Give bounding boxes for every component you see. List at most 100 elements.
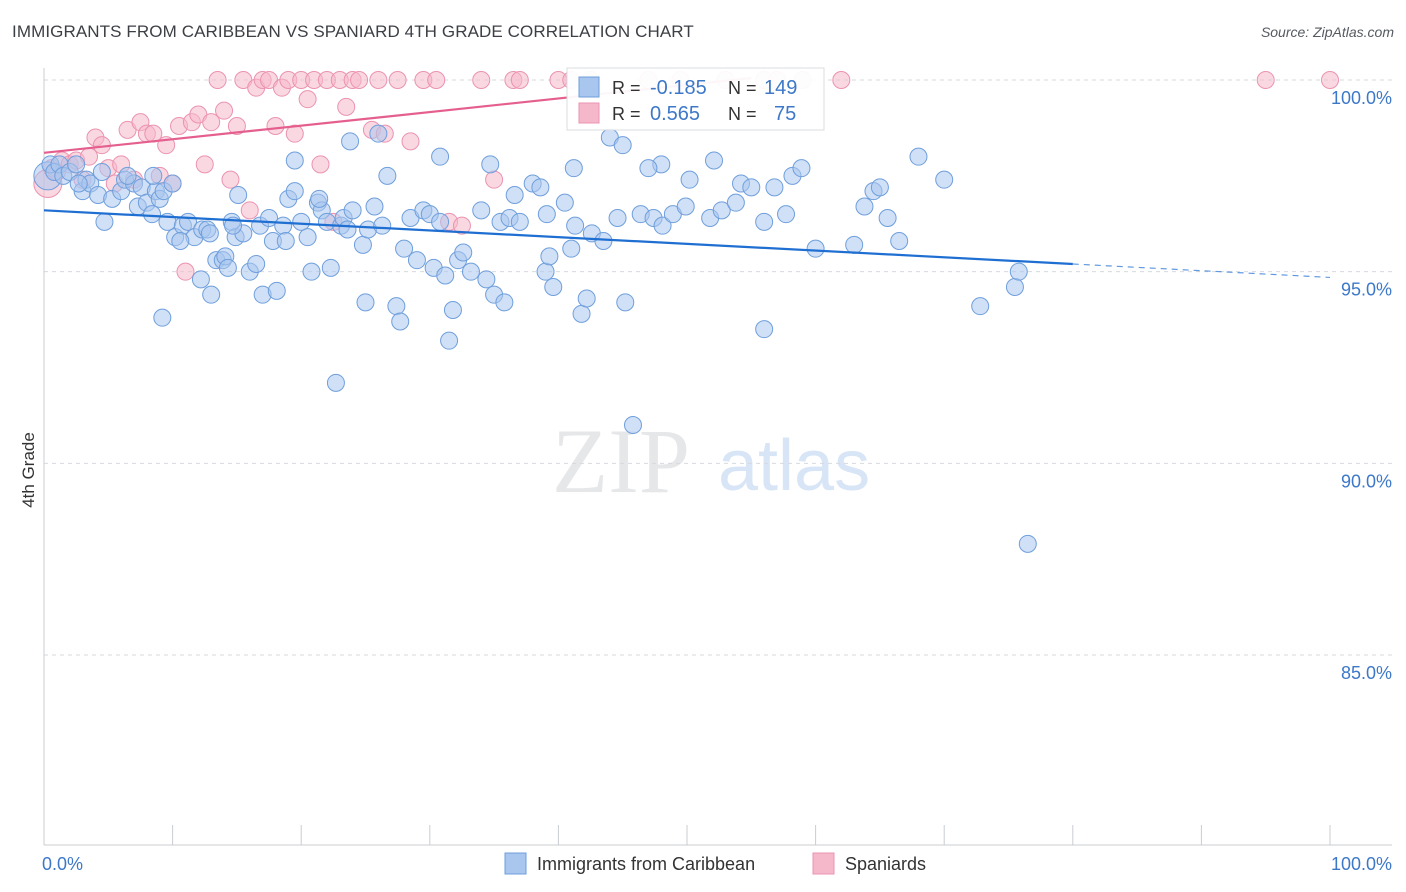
x-tick-label-left: 0.0% [42,854,83,874]
stats-pink-n-label: N = [728,104,757,124]
caribbean-point [321,258,340,277]
caribbean-point [870,178,889,197]
caribbean-point [443,301,462,319]
spaniards-point [369,71,388,89]
spaniards-point [1321,71,1339,89]
stats-blue-n-label: N = [728,78,757,98]
caribbean-point [613,136,632,155]
caribbean-point [200,224,219,243]
caribbean-point [777,205,796,224]
caribbean-point [472,201,491,220]
caribbean-point [454,243,473,262]
spaniards-point [298,90,317,109]
caribbean-point [267,281,286,300]
spaniards-point [215,101,234,120]
caribbean-point [510,212,529,231]
caribbean-point [171,232,190,250]
caribbean-point [153,308,172,327]
axes [43,68,1392,846]
caribbean-trend-line [43,209,1073,266]
caribbean-point [298,228,317,247]
spaniards-point [472,71,491,89]
caribbean-point [326,373,345,392]
caribbean-point [566,216,585,235]
caribbean-point [341,132,360,151]
caribbean-point [680,170,699,189]
legend-label-caribbean: Immigrants from Caribbean [537,854,755,874]
caribbean-point [616,293,635,312]
caribbean-point [338,220,357,239]
caribbean-point [247,255,266,273]
caribbean-point [594,232,613,250]
watermark-zip: ZIP [552,410,690,512]
caribbean-point [562,239,581,258]
spaniards-point [832,71,851,89]
spaniards-point [176,262,195,281]
spaniards-point [452,216,471,235]
spaniards-point [485,170,504,189]
caribbean-point [890,232,909,250]
y-tick-label: 95.0% [1341,280,1392,300]
source-note: Source: ZipAtlas.com [1260,24,1394,40]
bottom-legend: Immigrants from Caribbean Spaniards [504,852,926,875]
spaniards-point [227,117,246,135]
caribbean-point [440,331,459,350]
caribbean-point [1009,262,1028,281]
spaniards-point [350,71,369,89]
caribbean-point [276,232,295,250]
caribbean-point [69,174,88,193]
stats-legend-box [566,67,825,131]
caribbean-point [577,289,596,308]
caribbean-point [639,159,658,178]
spaniards-point [221,170,240,189]
caribbean-point [505,186,524,204]
caribbean-point [845,235,864,254]
legend-swatch-caribbean [504,852,527,875]
caribbean-point [365,197,384,216]
caribbean-point [191,270,210,289]
caribbean-point [274,216,293,235]
caribbean-point [726,193,745,212]
caribbean-point [792,159,811,178]
y-tick-label: 100.0% [1331,88,1392,108]
caribbean-point [407,251,426,270]
caribbean-point [608,209,627,227]
stats-blue-n-value: 149 [764,77,797,99]
caribbean-point [163,174,182,193]
caribbean-point [971,297,990,316]
spaniards-point [208,71,227,89]
caribbean-point [302,262,321,281]
watermark: ZIP atlas [552,410,870,512]
caribbean-point [712,201,731,220]
caribbean-point [310,189,329,208]
stats-pink-r-value: 0.565 [650,103,700,125]
stats-pink-swatch [578,102,600,124]
caribbean-point [623,416,642,434]
caribbean-point [67,155,86,174]
caribbean-point [373,216,392,235]
watermark-atlas: atlas [718,426,870,506]
caribbean-trend-extension [1072,263,1331,279]
caribbean-point [855,197,874,216]
caribbean-point [461,262,480,281]
y-tick-label: 90.0% [1341,471,1392,491]
spaniards-point [510,71,529,89]
caribbean-point [481,155,500,174]
x-tick-label-right: 100.0% [1331,854,1392,874]
caribbean-point [353,235,372,254]
caribbean-point [292,212,311,231]
caribbean-point [1005,278,1024,296]
caribbean-point [95,212,114,231]
caribbean-point [229,186,248,204]
spaniards-point [195,155,214,174]
caribbean-point [285,182,304,201]
caribbean-point [544,278,563,296]
caribbean-point [531,178,550,197]
spaniards-point [401,132,420,151]
chart-title: IMMIGRANTS FROM CARIBBEAN VS SPANIARD 4T… [12,22,694,41]
caribbean-point [144,166,163,185]
caribbean-point [436,266,455,285]
spaniards-point [388,71,407,89]
spaniards-point [427,71,446,89]
